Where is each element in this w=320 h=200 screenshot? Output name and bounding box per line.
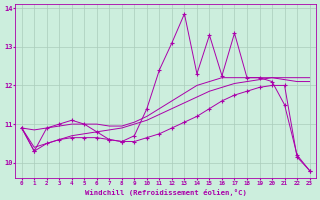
X-axis label: Windchill (Refroidissement éolien,°C): Windchill (Refroidissement éolien,°C)	[85, 189, 247, 196]
